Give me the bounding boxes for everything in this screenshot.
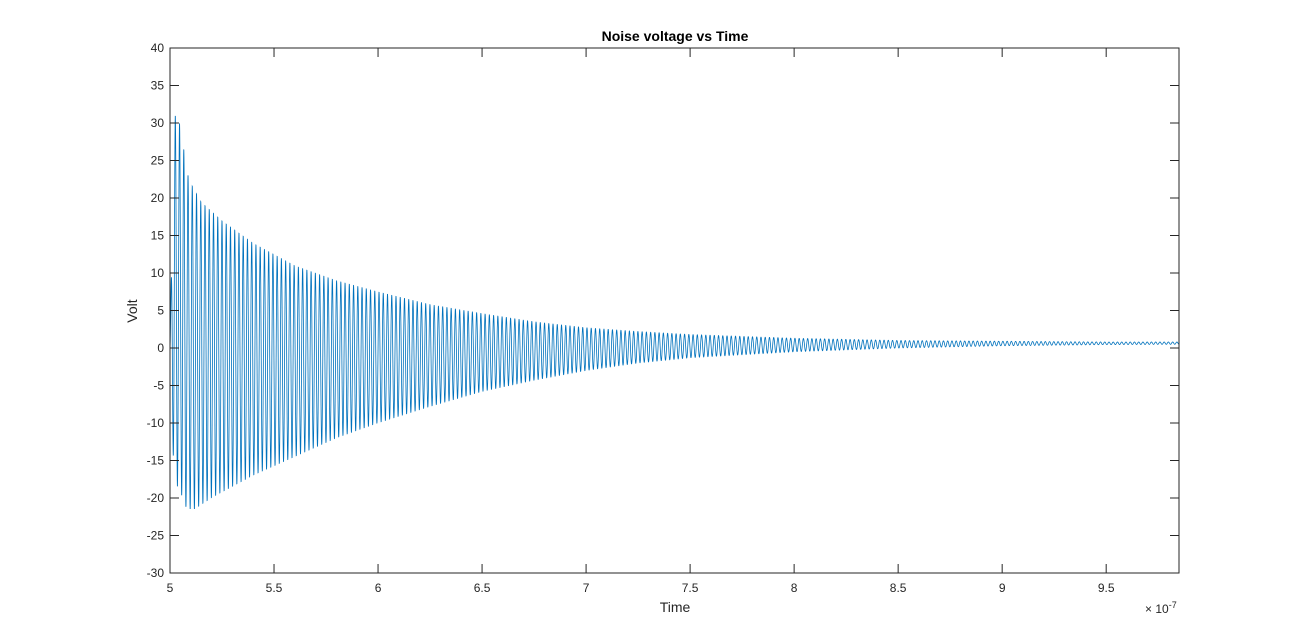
y-tick-label: 25 bbox=[151, 154, 165, 168]
y-tick-label: 10 bbox=[151, 266, 165, 280]
x-tick-label: 9 bbox=[999, 581, 1006, 595]
y-tick-label: -30 bbox=[147, 566, 165, 580]
y-tick-label: 15 bbox=[151, 229, 165, 243]
y-tick-label: -10 bbox=[147, 416, 165, 430]
y-tick-label: 40 bbox=[151, 41, 165, 55]
y-tick-label: -20 bbox=[147, 491, 165, 505]
x-tick-label: 9.5 bbox=[1098, 581, 1115, 595]
axes-background bbox=[170, 48, 1179, 573]
x-tick-label: 7.5 bbox=[682, 581, 699, 595]
y-tick-label: 30 bbox=[151, 116, 165, 130]
x-tick-label: 6 bbox=[375, 581, 382, 595]
x-tick-label: 5.5 bbox=[266, 581, 283, 595]
plot-area bbox=[169, 47, 1180, 574]
x-axis-exponent: × 10-7 bbox=[1145, 600, 1177, 616]
y-axis-label: Volt bbox=[124, 299, 140, 322]
y-tick-label: 20 bbox=[151, 191, 165, 205]
x-axis-exponent-power: -7 bbox=[1169, 600, 1177, 610]
x-tick-label: 8.5 bbox=[890, 581, 907, 595]
x-tick-label: 5 bbox=[167, 581, 174, 595]
y-tick-label: -15 bbox=[147, 454, 165, 468]
x-axis-ticks: 5 5.5 6 6.5 7 7.5 8 8.5 9 9.5 bbox=[167, 48, 1115, 595]
y-tick-label: 0 bbox=[157, 341, 164, 355]
x-axis-exponent-base: × 10 bbox=[1145, 602, 1169, 616]
y-tick-label: -25 bbox=[147, 529, 165, 543]
y-tick-label: 5 bbox=[157, 304, 164, 318]
x-axis-label: Time bbox=[660, 599, 691, 615]
x-tick-label: 8 bbox=[791, 581, 798, 595]
y-tick-label: -5 bbox=[153, 379, 164, 393]
x-tick-label: 6.5 bbox=[474, 581, 491, 595]
x-tick-label: 7 bbox=[583, 581, 590, 595]
series-line bbox=[169, 115, 1180, 509]
y-tick-label: 35 bbox=[151, 79, 165, 93]
chart-title: Noise voltage vs Time bbox=[602, 28, 749, 44]
y-axis-ticks: -30 -25 -20 -15 -10 -5 0 5 10 15 20 25 30 35 40 bbox=[147, 41, 1179, 580]
